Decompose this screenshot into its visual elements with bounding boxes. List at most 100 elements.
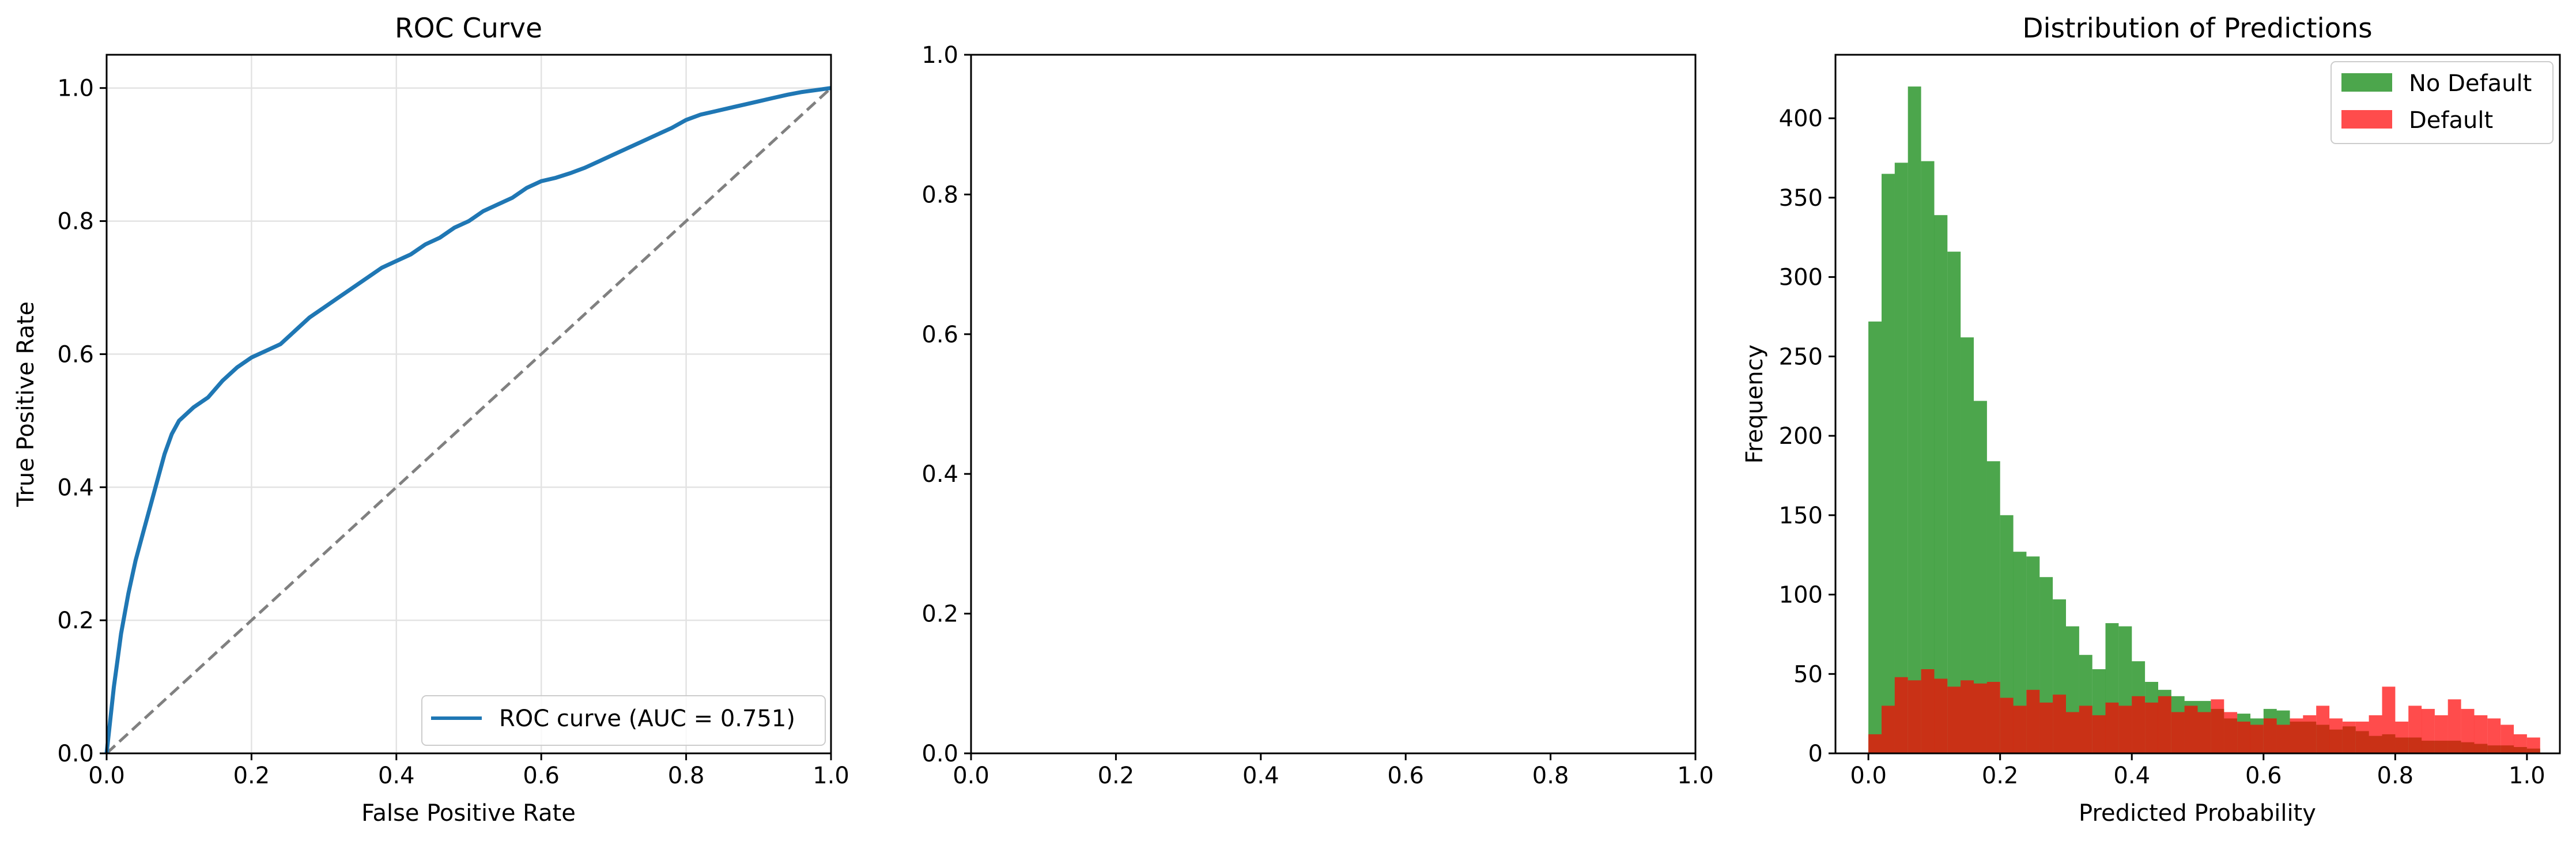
default-bar — [1894, 677, 1908, 753]
histogram-x-tick-label: 1.0 — [2509, 763, 2545, 789]
histogram-title: Distribution of Predictions — [2022, 13, 2372, 44]
default-bar — [2250, 725, 2264, 753]
histogram-y-tick-label: 400 — [1779, 105, 1823, 132]
default-bar — [2171, 712, 2185, 753]
roc-x-tick-label: 0.8 — [668, 763, 705, 789]
default-bar — [2066, 712, 2079, 753]
roc-y-tick-label: 1.0 — [57, 76, 94, 102]
empty-y-tick-label: 1.0 — [921, 42, 958, 69]
roc-legend-box — [421, 695, 826, 746]
roc-x-axis-label: False Positive Rate — [361, 800, 576, 827]
roc-y-tick-label: 0.4 — [57, 474, 94, 501]
default-bar — [2355, 721, 2369, 753]
default-bar — [2395, 721, 2409, 753]
default-bar — [2145, 702, 2158, 753]
default-bar — [1921, 669, 1935, 753]
default-bar — [2118, 706, 2132, 753]
roc-x-tick-label: 1.0 — [813, 763, 849, 789]
no-default-bar — [1934, 215, 1948, 753]
default-bar — [2408, 706, 2422, 753]
default-bar — [2434, 715, 2448, 753]
default-bar — [2092, 715, 2106, 753]
default-bar — [1961, 680, 1974, 753]
chance-diagonal-line — [105, 86, 832, 755]
empty-x-tick-label: 0.0 — [953, 763, 989, 789]
default-bar — [2303, 715, 2317, 753]
roc-ticks: 0.0 0.2 0.4 0.6 0.8 1.0 0.0 0.2 0.4 0.6 0.8 1.0 — [57, 76, 849, 789]
no-default-legend-swatch — [2341, 73, 2392, 92]
default-bar — [2474, 715, 2488, 753]
roc-axes-frame — [105, 54, 832, 755]
default-bar — [1974, 683, 1987, 753]
histogram-bars — [1868, 86, 2540, 754]
default-bar — [2105, 702, 2119, 753]
roc-legend-label: ROC curve (AUC = 0.751) — [499, 706, 795, 732]
histogram-y-tick-label: 200 — [1779, 423, 1823, 450]
histogram-y-tick-label: 100 — [1779, 582, 1823, 609]
roc-y-tick-label: 0.2 — [57, 608, 94, 634]
default-bar — [2263, 718, 2277, 753]
roc-grid — [105, 55, 832, 755]
histogram-axes-frame — [1834, 54, 2561, 755]
empty-x-tick-label: 0.4 — [1242, 763, 1279, 789]
histogram-x-tick-label: 0.2 — [1982, 763, 2019, 789]
histogram-y-tick-label: 300 — [1779, 265, 1823, 291]
histogram-ticks: 0.0 0.2 0.4 0.6 0.8 1.0 0 50 100 150 200 250 300 350 4… — [1779, 105, 2545, 789]
default-bar — [1868, 734, 1882, 753]
histogram-x-tick-label: 0.4 — [2113, 763, 2150, 789]
empty-x-tick-label: 0.6 — [1387, 763, 1424, 789]
histogram-x-tick-label: 0.8 — [2377, 763, 2414, 789]
histogram-y-tick-label: 150 — [1779, 503, 1823, 529]
histogram-x-axis-label: Predicted Probability — [2079, 800, 2316, 827]
roc-panel: 0.0 0.2 0.4 0.6 0.8 1.0 0.0 0.2 0.4 0.6 0.8 1.0 ROC… — [13, 13, 849, 827]
default-bar — [2026, 689, 2040, 753]
roc-y-tick-label: 0.6 — [57, 341, 94, 368]
roc-y-axis-label: True Positive Rate — [13, 301, 39, 507]
default-bar — [2369, 715, 2382, 753]
roc-x-tick-label: 0.2 — [233, 763, 270, 789]
no-default-bar — [1882, 173, 1895, 754]
default-bar — [2224, 712, 2238, 753]
roc-y-tick-label: 0.8 — [57, 209, 94, 235]
histogram-y-axis-label: Frequency — [1742, 345, 1768, 464]
default-bar — [2514, 734, 2527, 753]
empty-y-tick-label: 0.0 — [921, 741, 958, 767]
default-bar — [1908, 680, 1921, 753]
empty-y-tick-label: 0.8 — [921, 182, 958, 208]
default-legend-label: Default — [2409, 107, 2493, 134]
no-default-bar — [1894, 163, 1908, 753]
default-bar — [2079, 706, 2092, 753]
no-default-legend-label: No Default — [2409, 70, 2532, 97]
no-default-bar — [1947, 251, 1961, 754]
roc-y-tick-label: 0.0 — [57, 741, 94, 767]
default-bar — [1882, 706, 1895, 753]
default-bar — [2382, 686, 2396, 753]
default-bar — [2447, 699, 2461, 753]
empty-axes-frame — [970, 54, 1697, 755]
default-bar — [2316, 706, 2330, 753]
default-bar — [1934, 678, 1948, 753]
roc-curve-line — [104, 86, 832, 754]
histogram-x-tick-label: 0.6 — [2245, 763, 2282, 789]
default-bar — [2290, 718, 2303, 753]
default-bar — [2276, 725, 2290, 753]
empty-panel: 0.0 0.2 0.4 0.6 0.8 1.0 0.0 0.2 0.4 0.6 0.8 1.0 — [921, 42, 1713, 789]
no-default-bar — [2013, 552, 2027, 753]
default-bar — [2000, 697, 2014, 753]
no-default-bar — [1961, 337, 1974, 753]
roc-x-tick-label: 0.4 — [378, 763, 415, 789]
no-default-bar — [2000, 515, 2014, 753]
no-default-bar — [1921, 161, 1935, 754]
empty-x-tick-label: 1.0 — [1677, 763, 1714, 789]
histogram-panel: 0.0 0.2 0.4 0.6 0.8 1.0 0 50 100 150 200 250 300 350 4… — [1742, 13, 2561, 827]
histogram-legend: No Default Default — [2331, 61, 2554, 144]
default-bar — [2461, 708, 2475, 753]
empty-y-tick-label: 0.6 — [921, 322, 958, 348]
default-bar — [2329, 718, 2343, 753]
roc-x-tick-label: 0.6 — [523, 763, 560, 789]
empty-ticks: 0.0 0.2 0.4 0.6 0.8 1.0 0.0 0.2 0.4 0.6 0.8 1.0 — [921, 42, 1713, 789]
histogram-y-tick-label: 50 — [1793, 661, 1823, 688]
roc-title: ROC Curve — [395, 13, 542, 44]
default-bar — [2501, 725, 2514, 753]
